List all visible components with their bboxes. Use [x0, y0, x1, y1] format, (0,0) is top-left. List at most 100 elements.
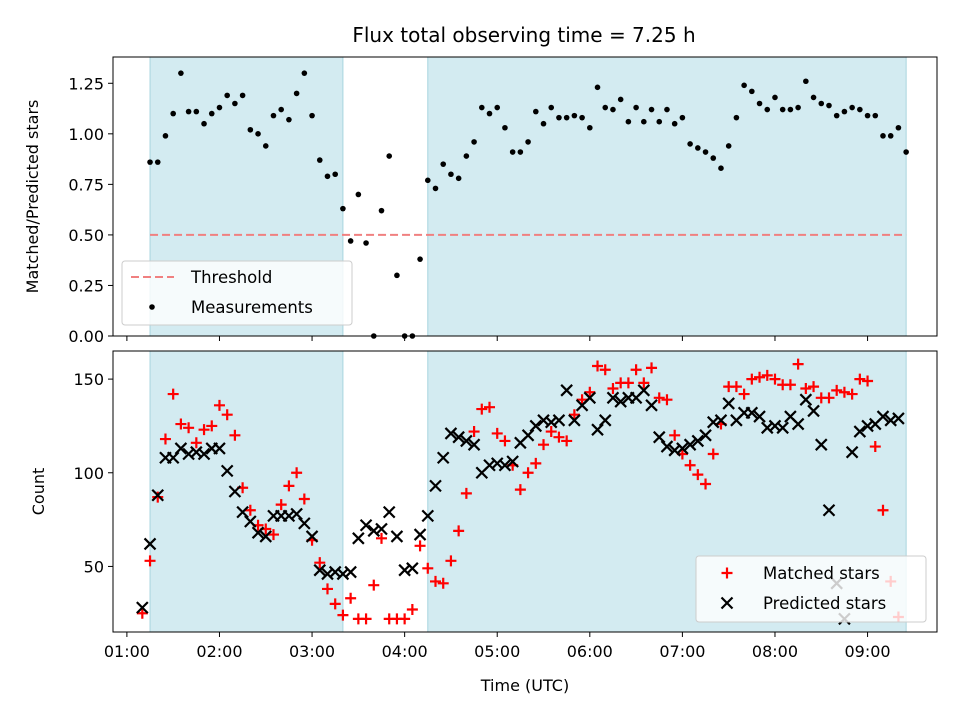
matched-star-point — [746, 373, 758, 385]
x-tick-label: 03:00 — [289, 642, 335, 661]
measurement-point — [787, 106, 794, 113]
matched-star-point — [761, 369, 773, 381]
measurement-point — [679, 114, 686, 121]
matched-star-point — [167, 388, 179, 400]
measurement-point — [170, 110, 176, 117]
predicted-star-point — [313, 563, 327, 577]
predicted-star-point — [213, 442, 226, 455]
measurement-point — [478, 104, 485, 111]
matched-star-point — [738, 388, 750, 400]
x-tick-label: 06:00 — [567, 642, 613, 661]
measurement-point — [687, 141, 693, 147]
top-y-tick-label: 0.75 — [68, 175, 104, 194]
measurement-point — [764, 106, 771, 113]
measurement-point — [517, 149, 524, 155]
predicted-star-point — [652, 430, 666, 444]
predicted-star-point — [745, 406, 759, 420]
matched-star-point — [375, 532, 387, 544]
predicted-star-point — [583, 391, 597, 405]
x-tick-label: 07:00 — [659, 642, 705, 661]
matched-star-point — [592, 360, 604, 372]
measurement-point — [386, 153, 393, 159]
top-y-axis-label: Matched/Predicted stars — [23, 100, 42, 294]
predicted-star-point — [398, 563, 411, 577]
top-observing-windows — [149, 56, 907, 337]
predicted-star-point — [367, 524, 381, 538]
measurement-point — [208, 110, 215, 117]
measurement-point — [247, 126, 254, 133]
measurement-point — [293, 90, 300, 97]
matched-star-point — [314, 557, 326, 569]
measurement-point — [617, 96, 624, 103]
matched-star-point — [183, 422, 195, 434]
predicted-star-point — [814, 438, 828, 451]
observing-window — [149, 350, 344, 633]
measurement-point — [548, 104, 555, 111]
matched-star-point — [159, 433, 171, 445]
predicted-star-point — [683, 438, 697, 451]
predicted-star-point — [359, 518, 373, 532]
top-y-tick-label: 1.25 — [68, 74, 104, 93]
measurement-point — [749, 88, 755, 95]
top-panel: 0.00 0.25 0.50 0.75 1.00 1.25 Matched/Predict… — [23, 56, 938, 346]
measurement-point — [270, 112, 277, 119]
matched-star-point — [360, 613, 372, 625]
measurement-point — [378, 207, 385, 214]
predicted-star-point — [436, 451, 450, 465]
matched-star-point — [653, 392, 665, 404]
top-x-ticks — [126, 336, 869, 341]
predicted-star-point — [290, 507, 303, 521]
measurement-point — [610, 106, 616, 113]
matched-star-point — [414, 540, 426, 552]
measurement-point — [702, 149, 709, 155]
measurement-point — [432, 185, 439, 192]
measurement-point — [887, 133, 894, 139]
predicted-star-point — [552, 414, 566, 427]
measurement-point — [540, 120, 547, 127]
matched-star-point — [846, 388, 858, 400]
measurement-point — [471, 139, 477, 145]
measurement-point — [733, 114, 740, 121]
predicted-star-point — [413, 528, 427, 541]
matched-star-point — [422, 562, 434, 574]
predicted-stars-points — [137, 384, 905, 626]
measurement-point — [494, 104, 501, 111]
measurement-point — [525, 139, 531, 145]
matched-star-point — [329, 598, 341, 610]
measurement-point — [216, 104, 223, 111]
x-axis-label: Time (UTC) — [480, 676, 569, 695]
measurement-point — [556, 114, 562, 121]
measurement-point — [656, 118, 663, 125]
bottom-y-ticks: 50 100 150 — [73, 370, 113, 576]
matched-star-point — [730, 381, 742, 393]
matched-star-point — [144, 555, 156, 567]
matched-star-point — [522, 467, 534, 479]
measurement-point — [239, 92, 246, 99]
bottom-legend-box — [695, 555, 927, 623]
predicted-star-point — [560, 384, 573, 397]
measurement-point — [278, 106, 284, 113]
top-axes-frame — [112, 56, 938, 337]
matched-star-point — [754, 371, 766, 383]
matched-star-point — [869, 441, 881, 453]
matched-star-point — [229, 429, 241, 441]
top-y-tick-label: 1.00 — [68, 125, 104, 144]
predicted-star-point — [845, 445, 859, 459]
legend-threshold-label: Threshold — [190, 268, 272, 287]
predicted-star-point — [506, 455, 519, 468]
predicted-star-point — [236, 505, 249, 519]
measurement-point — [587, 124, 593, 131]
measurement-point — [803, 78, 809, 85]
matched-star-point — [838, 386, 850, 398]
measurement-point — [826, 102, 832, 109]
measurement-point — [316, 157, 323, 163]
matched-star-point — [445, 555, 457, 567]
measurement-point — [162, 133, 169, 139]
matched-star-point — [561, 435, 573, 447]
x-tick-label: 01:00 — [104, 642, 150, 661]
x-tick-label: 05:00 — [474, 642, 520, 661]
predicted-star-point — [791, 417, 805, 431]
matched-star-point — [283, 480, 295, 492]
x-tick-label: 02:00 — [196, 642, 242, 661]
